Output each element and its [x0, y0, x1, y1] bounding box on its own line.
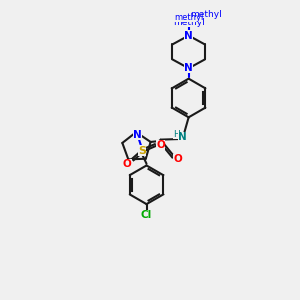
Text: methyl: methyl	[174, 13, 203, 22]
Text: N: N	[184, 63, 193, 73]
Text: H: H	[173, 130, 179, 139]
Text: methyl: methyl	[173, 18, 205, 27]
Text: Cl: Cl	[141, 210, 152, 220]
Text: N: N	[133, 130, 142, 140]
Text: methyl: methyl	[190, 10, 222, 19]
Text: S: S	[138, 146, 146, 156]
Text: O: O	[173, 154, 182, 164]
Text: N: N	[184, 31, 193, 40]
Text: O: O	[123, 159, 132, 169]
Text: N: N	[178, 132, 187, 142]
Text: O: O	[156, 140, 165, 150]
